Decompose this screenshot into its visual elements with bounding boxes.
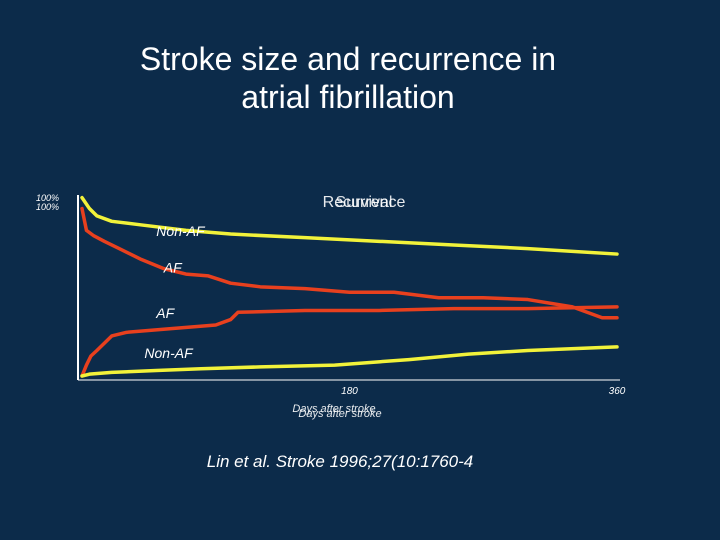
x-tick-label-1: 180	[341, 386, 358, 397]
title-line-2: atrial fibrillation	[241, 79, 455, 115]
x-axis-label-2: Days after stroke	[298, 408, 381, 420]
series-line-1	[80, 195, 619, 256]
y-tick-label-1: 100%	[36, 193, 59, 203]
title-line-1: Stroke size and recurrence in	[139, 41, 557, 77]
series-line-2	[80, 206, 619, 320]
panel-label-1: Survival	[336, 194, 393, 211]
series-line-4	[80, 345, 619, 378]
series-label-1: Non-AF	[156, 223, 206, 239]
x-tick-label-2: 360	[609, 386, 626, 397]
panel-label-2: Recurrence	[323, 194, 406, 211]
y-tick-label-2: 100%	[36, 202, 59, 212]
slide-title: Stroke size and recurrence in atrial fib…	[0, 40, 696, 116]
citation: Lin et al. Stroke 1996;27(10:1760-4	[206, 452, 474, 471]
x-axis-label-1: Days after stroke	[292, 403, 375, 415]
series-label-2: AF	[163, 259, 183, 275]
series-label-3: AF	[155, 305, 175, 321]
series-label-4: Non-AF	[144, 345, 194, 361]
series-line-3	[80, 305, 619, 378]
